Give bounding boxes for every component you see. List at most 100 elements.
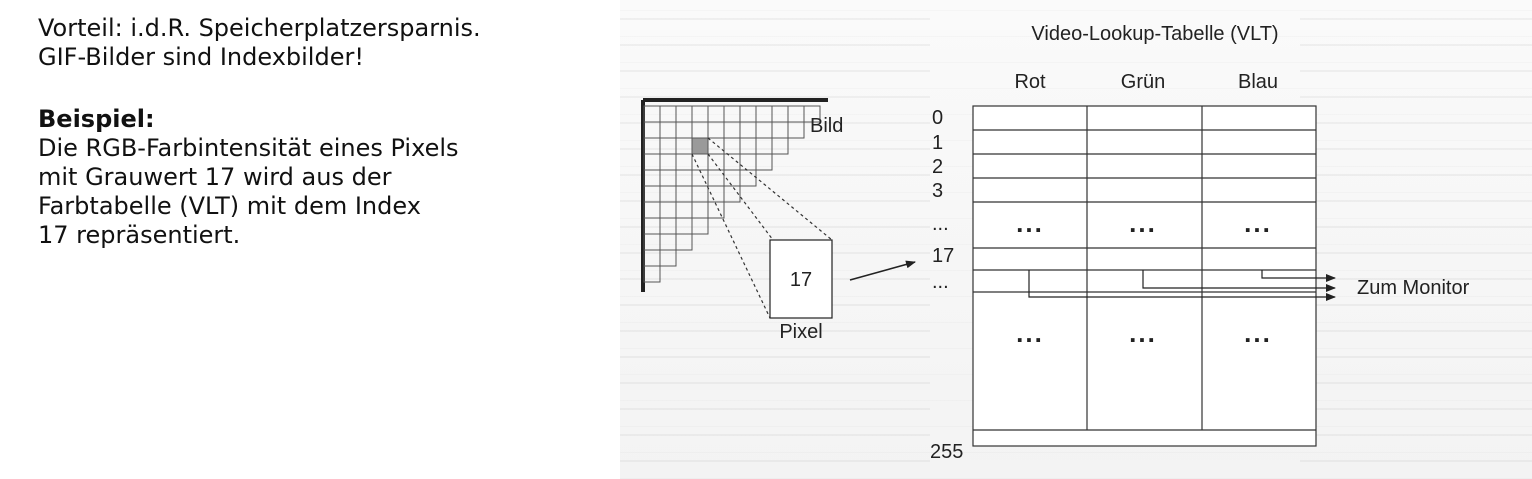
image-pixel-cell [707,169,725,187]
image-pixel-cell [739,153,757,171]
advantage-line: Vorteil: i.d.R. Speicherplatzersparnis. [38,14,481,42]
example-line-1: Die RGB-Farbintensität eines Pixels [38,134,459,162]
zoom-lines [691,137,833,319]
image-pixel-cell [675,121,693,139]
image-pixel-cell [643,105,661,123]
image-pixel-cell [659,169,677,187]
row-index-2: 2 [932,156,943,178]
image-pixel-cell [659,201,677,219]
vlt-title: Video-Lookup-Tabelle (VLT) [1031,23,1278,45]
row-index-ellipsis-mid: ... [932,271,949,293]
image-pixel-cell [659,153,677,171]
example-line-4: 17 repräsentiert. [38,221,241,249]
image-pixel-cell [739,137,757,155]
image-pixel-cell [675,169,693,187]
example-heading: Beispiel: [38,105,155,133]
monitor-connectors [1028,270,1336,301]
image-pixel-cell [723,105,741,123]
cell-dots-blue-bottom: ... [1244,318,1272,348]
image-pixel-cell [739,105,757,123]
image-pixel-cell [723,121,741,139]
column-header-blue: Blau [1238,71,1278,93]
image-pixel-cell [691,153,709,171]
image-pixel-cell [643,121,661,139]
image-pixel-cell [691,201,709,219]
image-pixel-cell [643,217,661,235]
explanation-text: Vorteil: i.d.R. Speicherplatzersparnis. … [38,14,618,250]
image-pixel-cell [723,137,741,155]
row-index-255: 255 [930,441,963,463]
image-pixel-cell [675,217,693,235]
image-pixel-cell [675,105,693,123]
image-pixel-cell [771,121,789,139]
image-pixel-cell [787,105,805,123]
image-pixel-cell [707,201,725,219]
image-grid [641,98,828,292]
row-index-3: 3 [932,180,943,202]
cell-dots-green-top: ... [1129,208,1157,238]
image-pixel-cell [707,105,725,123]
cell-dots-green-bottom: ... [1129,318,1157,348]
image-pixel-cell [659,217,677,235]
image-pixel-cell [659,233,677,251]
cell-dots-blue-top: ... [1244,208,1272,238]
row-index-ellipsis-top: ... [932,213,949,235]
image-pixel-cell [643,249,661,267]
image-pixel-cell [659,249,677,267]
image-pixel-cells [643,105,821,283]
image-pixel-cell [691,105,709,123]
image-pixel-cell [723,185,741,203]
image-pixel-cell [675,185,693,203]
image-pixel-cell [691,217,709,235]
cell-dots-red-top: ... [1016,208,1044,238]
image-pixel-cell [675,201,693,219]
image-pixel-cell [707,137,725,155]
image-pixel-cell [643,169,661,187]
image-pixel-cell [643,185,661,203]
image-pixel-cell [659,137,677,155]
image-pixel-cell [675,233,693,251]
gif-index-line: GIF-Bilder sind Indexbilder! [38,43,364,71]
image-pixel-cell [707,153,725,171]
example-line-2: mit Grauwert 17 wird aus der [38,163,392,191]
index-arrow [849,260,916,281]
image-pixel-cell [659,185,677,203]
image-pixel-cell [739,121,757,139]
scan-bleedthrough-right [1300,0,1532,479]
image-pixel-cell [771,105,789,123]
row-index-0: 0 [932,107,943,129]
image-pixel-cell [691,121,709,139]
example-line-3: Farbtabelle (VLT) mit dem Index [38,192,421,220]
highlighted-pixel [691,137,709,155]
row-index-1: 1 [932,132,943,154]
row-index-17: 17 [932,245,954,267]
image-pixel-cell [659,105,677,123]
image-pixel-cell [755,121,773,139]
image-pixel-cell [787,121,805,139]
pixel-value: 17 [790,269,812,291]
pixel-box [769,239,833,319]
image-pixel-cell [739,169,757,187]
pixel-label: Pixel [779,321,822,343]
image-border [641,98,828,292]
image-label: Bild [810,115,843,137]
image-pixel-cell [675,137,693,155]
output-label: Zum Monitor [1357,277,1470,299]
image-pixel-cell [643,137,661,155]
image-pixel-cell [707,121,725,139]
image-pixel-cell [755,153,773,171]
image-pixel-cell [803,105,821,123]
image-pixel-cell [643,233,661,251]
column-header-red: Rot [1014,71,1046,93]
image-pixel-cell [643,201,661,219]
image-pixel-cell [675,153,693,171]
cell-dots-red-bottom: ... [1016,318,1044,348]
image-pixel-cell [755,137,773,155]
column-header-green: Grün [1121,71,1165,93]
image-pixel-cell [691,185,709,203]
image-pixel-cell [659,121,677,139]
image-pixel-cell [755,105,773,123]
lookup-table [972,105,1317,447]
image-pixel-cell [643,153,661,171]
